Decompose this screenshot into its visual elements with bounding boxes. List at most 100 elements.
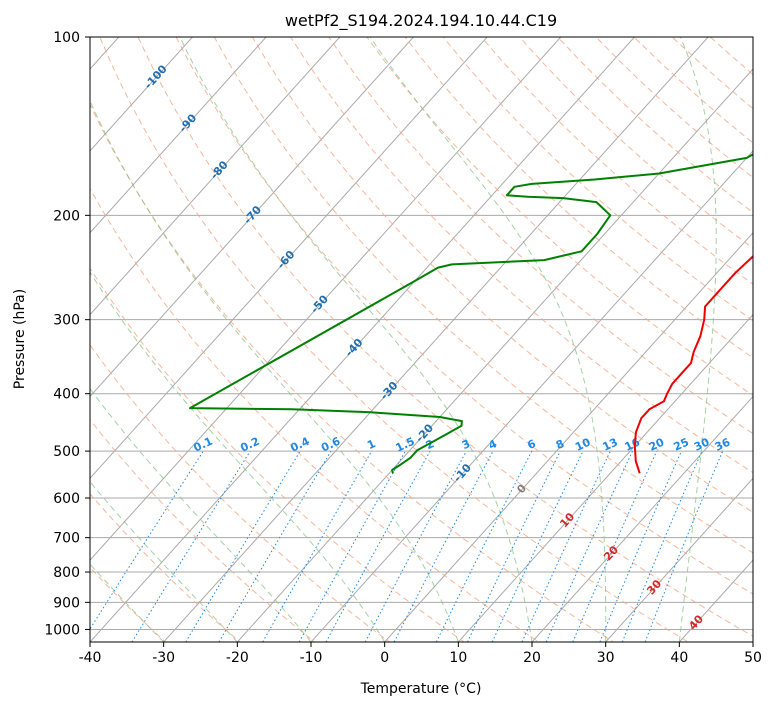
dry-adiabat-line	[557, 37, 753, 214]
mixing-ratio-line	[491, 450, 584, 642]
profile-series	[189, 153, 753, 474]
isotherm-line	[90, 37, 341, 316]
mixing-ratio-line	[467, 450, 561, 642]
dry-adiabat-line	[90, 187, 540, 642]
mixing-ratio-line	[364, 450, 467, 642]
y-tick-label: 1000	[44, 622, 80, 638]
x-tick-label: 50	[744, 650, 762, 666]
y-tick-label: 800	[53, 565, 80, 581]
isotherm-line	[90, 37, 194, 152]
plot-area: -100-90-80-70-60-50-40-30-20-10010203040…	[90, 37, 753, 642]
x-axis-label: Temperature (°C)	[360, 681, 482, 697]
mixing-ratio-line	[644, 450, 724, 642]
dry-adiabat-line	[290, 37, 753, 474]
y-axis-ticks: 100 200 300 400 500 600 700 800 900 1000	[44, 30, 90, 638]
isotherm-line	[90, 37, 415, 398]
y-tick-label: 700	[53, 531, 80, 547]
dry-adiabat-line	[442, 37, 753, 322]
mixing-ratio-label: 25	[672, 436, 691, 454]
moist-adiabat-line	[90, 481, 238, 642]
dry-adiabat-line	[595, 37, 753, 179]
isotherm-line	[163, 37, 709, 642]
x-tick-label: -30	[152, 650, 175, 666]
mixing-ratio-line	[325, 450, 431, 642]
moist-adiabat-line	[179, 37, 533, 642]
mixing-ratio-line	[262, 450, 373, 642]
x-tick-label: -40	[79, 650, 102, 666]
isotherm-line	[310, 150, 753, 642]
x-tick-label: 0	[380, 650, 389, 666]
mixing-ratio-label: 0.4	[288, 435, 311, 455]
y-tick-label: 900	[53, 595, 80, 611]
moist-adiabat-line	[678, 37, 717, 642]
mixing-ratio-label: 4	[487, 437, 500, 452]
mixing-ratio-line	[131, 450, 251, 642]
dry-adiabat-line	[90, 418, 316, 642]
mixing-ratio-line	[621, 450, 703, 642]
isotherm-line	[236, 68, 753, 642]
mixing-ratio-label: 13	[601, 436, 620, 454]
temperature-line	[633, 254, 753, 474]
isotherm-line	[384, 231, 753, 642]
mixing-ratio-label: 36	[713, 435, 733, 453]
mixing-ratio-line	[90, 450, 204, 630]
dry-adiabat-line	[90, 267, 465, 642]
dry-adiabat-line	[90, 566, 167, 642]
dry-adiabat-line	[633, 37, 753, 144]
x-tick-label: 20	[523, 650, 541, 666]
isotherm-line	[90, 37, 636, 642]
y-axis-label: Pressure (hPa)	[12, 289, 28, 389]
isotherm-line	[752, 641, 753, 642]
y-tick-label: 500	[53, 444, 80, 460]
mixing-ratio-label: 8	[554, 437, 566, 452]
dry-adiabat-line	[328, 37, 753, 435]
mixing-ratio-line	[521, 450, 611, 642]
mixing-ratio-label: 0.6	[319, 434, 342, 454]
mixing-ratio-label: 0.2	[238, 435, 261, 455]
y-tick-label: 200	[53, 208, 80, 224]
background-lines	[90, 37, 753, 642]
moist-adiabat-line	[90, 387, 312, 642]
mixing-ratio-line	[572, 450, 658, 642]
dry-adiabat-line	[175, 37, 753, 595]
x-tick-label: 10	[449, 650, 467, 666]
isotherm-line	[531, 395, 753, 642]
dry-adiabat-line	[90, 344, 391, 642]
y-tick-label: 100	[53, 30, 80, 46]
dewpoint-line	[189, 153, 753, 474]
mixing-ratio-line	[599, 450, 682, 642]
mixing-ratio-line	[393, 450, 494, 642]
isotherm-line	[457, 313, 753, 642]
mixing-ratio-label: 20	[647, 435, 667, 453]
dry-adiabat-line	[251, 37, 753, 513]
mixing-ratio-label: 10	[573, 435, 593, 453]
x-tick-label: 30	[597, 650, 615, 666]
x-tick-label: 40	[670, 650, 688, 666]
isotherm-line	[605, 477, 753, 642]
dry-adiabat-line	[90, 493, 241, 642]
x-axis-ticks: -40 -30 -20 -10 0 10 20 30 40 50	[79, 642, 762, 666]
dry-adiabat-line	[99, 37, 690, 642]
mixing-ratio-line	[435, 450, 533, 642]
mixing-ratio-label: 30	[692, 435, 712, 453]
mixing-ratio-label: 1	[365, 437, 377, 452]
isotherm-line	[90, 37, 267, 234]
dry-adiabat-line	[518, 37, 753, 249]
mixing-ratio-line	[545, 450, 633, 642]
mixing-ratio-line	[298, 450, 406, 642]
dry-adiabat-line	[404, 37, 753, 359]
mixing-ratio-label: 0.1	[192, 435, 215, 455]
moist-adiabat-line	[369, 37, 607, 642]
mixing-ratio-label: 16	[623, 435, 643, 453]
plot-frame	[89, 36, 754, 643]
x-tick-label: -20	[226, 650, 249, 666]
moist-adiabat-line	[90, 271, 386, 642]
line-labels: -100-90-80-70-60-50-40-30-20-10010203040…	[142, 62, 733, 632]
x-tick-label: -10	[300, 650, 323, 666]
y-tick-label: 600	[53, 491, 80, 507]
isotherm-line	[678, 559, 753, 642]
isotherm-line	[90, 37, 488, 480]
dry-adiabat-line	[137, 37, 753, 637]
y-tick-label: 300	[53, 313, 80, 329]
